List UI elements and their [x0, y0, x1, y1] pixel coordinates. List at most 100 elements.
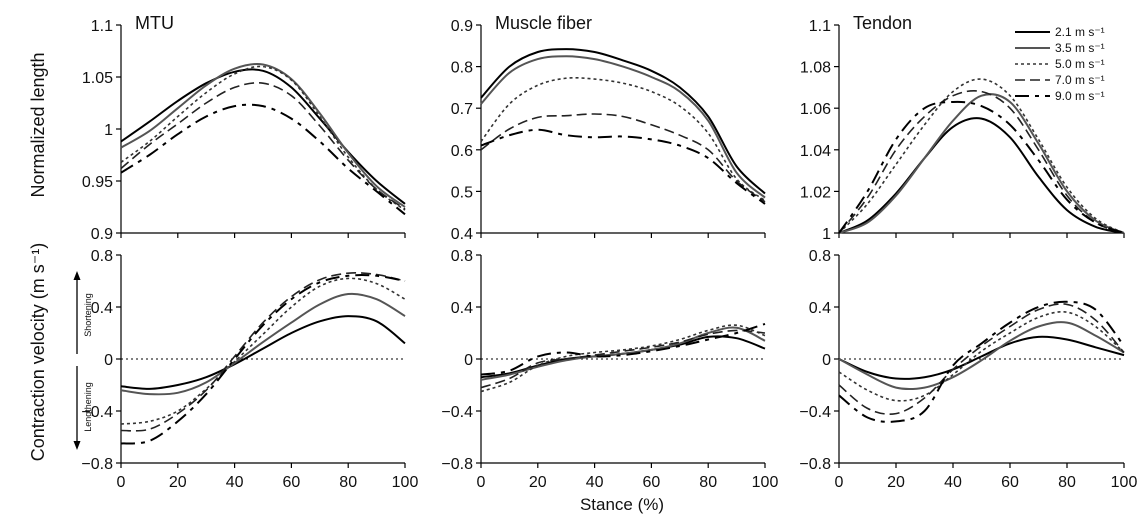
y-axis-label-normalized-length: Normalized length — [28, 52, 48, 197]
y-tick-label: 0.5 — [451, 184, 473, 201]
panel-title: Tendon — [853, 13, 912, 33]
y-tick-label: 0 — [822, 352, 831, 369]
x-tick-label: 40 — [586, 474, 604, 491]
y-tick-label: 1.1 — [91, 18, 113, 35]
x-tick-label: 100 — [392, 474, 419, 491]
y-tick-label: 0.8 — [809, 248, 831, 265]
x-tick-label: 60 — [283, 474, 301, 491]
series-line-9-0-m-s — [480, 322, 766, 376]
y-tick-label: 0.9 — [451, 18, 473, 35]
series-line-2-1-m-s — [120, 68, 406, 205]
panel-length-tendon: 1 1.02 1.04 1.06 1.08 1.1 Tendon — [800, 13, 1125, 243]
x-tick-label: 20 — [529, 474, 547, 491]
shortening-label: Shortening — [83, 293, 93, 337]
x-tick-label: 60 — [1001, 474, 1019, 491]
y-tick-label: 1 — [104, 122, 113, 139]
series-line-7-0-m-s — [120, 82, 406, 210]
series-line-5-0-m-s — [480, 76, 766, 202]
lengthening-label: Lengthening — [83, 382, 93, 432]
series-line-5-0-m-s — [480, 324, 766, 393]
panel-length-mtu: 0.9 0.95 1 1.05 1.1 MTU — [82, 13, 406, 243]
series-line-3-5-m-s — [480, 326, 766, 381]
y-axis-label-contraction-velocity: Contraction velocity (m s⁻¹) — [28, 243, 48, 462]
y-tick-label: −0.4 — [441, 404, 473, 421]
series-line-2-1-m-s — [838, 117, 1125, 234]
y-tick-label: −0.4 — [81, 404, 113, 421]
legend: 2.1 m s⁻¹ 3.5 m s⁻¹ 5.0 m s⁻¹ 7.0 m s⁻¹ 9.0 … — [1015, 25, 1105, 103]
y-tick-label: −0.8 — [81, 456, 113, 473]
y-tick-label: −0.8 — [799, 456, 831, 473]
series-line-2-1-m-s — [838, 335, 1125, 380]
legend-label: 3.5 m s⁻¹ — [1055, 41, 1105, 55]
x-tick-label: 100 — [752, 474, 779, 491]
x-tick-label: 60 — [643, 474, 661, 491]
y-tick-label: 0.8 — [91, 248, 113, 265]
series-line-7-0-m-s — [838, 89, 1125, 234]
legend-label: 7.0 m s⁻¹ — [1055, 73, 1105, 87]
y-tick-label: 1.1 — [809, 18, 831, 35]
series-line-5-0-m-s — [838, 78, 1125, 234]
direction-arrows: Shortening Lengthening — [73, 271, 93, 450]
y-tick-label: 0.8 — [451, 60, 473, 77]
x-tick-label: 40 — [944, 474, 962, 491]
series-line-5-0-m-s — [120, 277, 406, 425]
series-line-3-5-m-s — [480, 55, 766, 199]
series-line-3-5-m-s — [838, 93, 1125, 234]
series-line-7-0-m-s — [120, 272, 406, 432]
legend-label: 5.0 m s⁻¹ — [1055, 57, 1105, 71]
y-tick-label: 0.4 — [91, 300, 113, 317]
legend-label: 2.1 m s⁻¹ — [1055, 25, 1105, 39]
y-tick-label: 0.8 — [451, 248, 473, 265]
legend-label: 9.0 m s⁻¹ — [1055, 89, 1105, 103]
panel-title: Muscle fiber — [495, 13, 592, 33]
series-line-9-0-m-s — [838, 100, 1125, 234]
x-tick-label: 100 — [1111, 474, 1138, 491]
lengthening-arrowhead — [73, 441, 81, 450]
series-line-3-5-m-s — [120, 292, 406, 396]
series-line-9-0-m-s — [838, 300, 1125, 423]
x-tick-label: 40 — [226, 474, 244, 491]
series-line-9-0-m-s — [120, 103, 406, 216]
x-tick-label: 80 — [1058, 474, 1076, 491]
panel-length-muscle-fiber: 0.4 0.5 0.6 0.7 0.8 0.9 Muscle fiber — [451, 13, 766, 243]
x-tick-label: 0 — [477, 474, 486, 491]
y-tick-label: −0.4 — [799, 404, 831, 421]
panel-velocity-mtu: −0.8 −0.4 0 0.4 0.8 0 20 40 60 80 100 — [81, 248, 418, 491]
panel-velocity-muscle-fiber: −0.8 −0.4 0 0.4 0.8 0 20 40 60 80 100 — [441, 248, 778, 491]
series-line-7-0-m-s — [480, 329, 766, 389]
x-axis-label-stance: Stance (%) — [580, 495, 664, 514]
y-tick-label: 1.08 — [800, 60, 831, 77]
y-tick-label: 0.6 — [451, 143, 473, 160]
series-line-5-0-m-s — [838, 311, 1125, 402]
series-line-3-5-m-s — [120, 62, 406, 208]
y-tick-label: 0.9 — [91, 226, 113, 243]
series-line-2-1-m-s — [120, 315, 406, 390]
panel-title: MTU — [135, 13, 174, 33]
y-tick-label: 0.7 — [451, 101, 473, 118]
y-tick-label: 1.05 — [82, 70, 113, 87]
y-tick-label: 1.04 — [800, 143, 831, 160]
y-tick-label: 0 — [104, 352, 113, 369]
series-line-3-5-m-s — [838, 321, 1125, 391]
y-tick-label: 0.95 — [82, 174, 113, 191]
x-tick-label: 80 — [699, 474, 717, 491]
shortening-arrowhead — [73, 271, 81, 280]
series-line-2-1-m-s — [480, 48, 766, 195]
series-line-9-0-m-s — [480, 128, 766, 205]
y-tick-label: 1.02 — [800, 184, 831, 201]
y-tick-label: −0.8 — [441, 456, 473, 473]
panel-velocity-tendon: −0.8 −0.4 0 0.4 0.8 0 20 40 60 80 100 — [799, 248, 1137, 491]
y-tick-label: 0.4 — [809, 300, 831, 317]
y-tick-label: 0 — [464, 352, 473, 369]
y-tick-label: 0.4 — [451, 226, 473, 243]
y-tick-label: 1 — [822, 226, 831, 243]
x-tick-label: 20 — [887, 474, 905, 491]
x-tick-label: 0 — [117, 474, 126, 491]
x-tick-label: 20 — [169, 474, 187, 491]
y-tick-label: 0.4 — [451, 300, 473, 317]
series-line-5-0-m-s — [120, 65, 406, 211]
y-tick-label: 1.06 — [800, 101, 831, 118]
x-tick-label: 0 — [835, 474, 844, 491]
series-line-9-0-m-s — [120, 274, 406, 445]
